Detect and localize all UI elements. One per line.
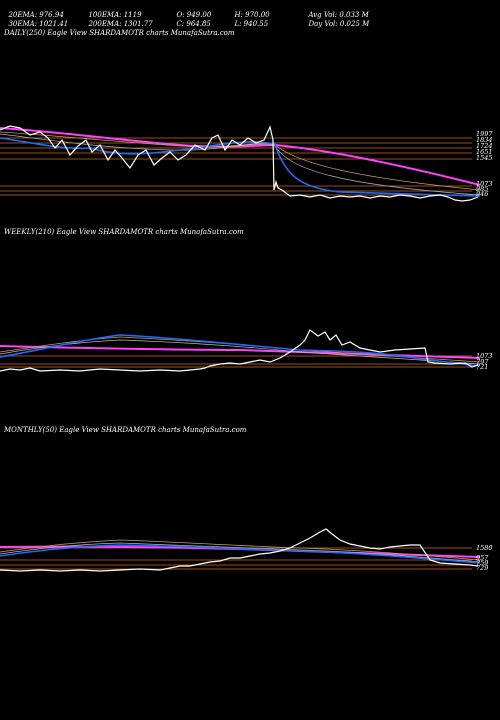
monthly-level-label: 759	[476, 559, 488, 567]
ema30-label: 30EMA: 1021.41	[8, 20, 69, 28]
ema100-label: 100EMA: 1119	[88, 11, 142, 19]
daily-ema-short	[0, 137, 481, 197]
monthly-price-line	[0, 528, 479, 572]
header-row-1: 20EMA: 976.94 100EMA: 1119 O: 949.00 H: 970…	[4, 2, 369, 20]
day-vol-label: Day Vol: 0.025 M	[308, 20, 370, 28]
high-label: H: 970.00	[234, 11, 270, 19]
monthly-ema-grey	[0, 542, 481, 563]
daily-ema-long	[0, 127, 481, 186]
weekly-panel: 1073 797 721	[0, 329, 493, 372]
low-label: L: 940.55	[234, 20, 269, 28]
daily-level-label: 946	[476, 190, 488, 198]
monthly-level-label: 729	[476, 564, 488, 572]
daily-level-label: 1997	[476, 130, 493, 138]
daily-ema-mid	[0, 131, 481, 191]
daily-level-label: 1651	[476, 148, 493, 156]
header-row-2: 30EMA: 1021.41 200EMA: 1301.77 C: 964.85 L:…	[4, 11, 369, 29]
daily-panel: 1997 1834 1724 1651 1545 1073 985 946	[0, 125, 493, 202]
weekly-level-label: 721	[476, 363, 488, 371]
daily-panel-title: DAILY(250) Eagle View SHARDAMOTR charts …	[4, 29, 235, 37]
daily-ema-grey	[0, 133, 481, 196]
open-label: O: 949.00	[176, 11, 212, 19]
weekly-panel-title: WEEKLY(210) Eagle View SHARDAMOTR charts…	[4, 228, 244, 236]
avg-vol-label: Avg Vol: 0.033 M	[308, 11, 369, 19]
weekly-ema-long	[0, 345, 481, 359]
weekly-level-label: 1073	[476, 352, 493, 360]
daily-level-label: 1834	[476, 136, 493, 144]
daily-price-line	[0, 125, 479, 202]
monthly-panel: 1580 957 759 729	[0, 528, 493, 572]
ema200-label: 200EMA: 1301.77	[88, 20, 153, 28]
monthly-ema-mid	[0, 539, 481, 561]
daily-level-label: 985	[476, 185, 488, 193]
weekly-level-label: 797	[476, 358, 489, 366]
monthly-level-label: 957	[476, 554, 489, 562]
daily-level-label: 1545	[476, 154, 493, 162]
ema20-label: 20EMA: 976.94	[8, 11, 64, 19]
monthly-ema-short	[0, 544, 481, 564]
monthly-panel-title: MONTHLY(50) Eagle View SHARDAMOTR charts…	[4, 426, 247, 434]
weekly-price-line	[0, 329, 479, 372]
close-label: C: 964.85	[176, 20, 211, 28]
weekly-ema-short	[0, 334, 481, 367]
daily-level-label: 1073	[476, 180, 493, 188]
daily-level-label: 1724	[476, 142, 493, 150]
monthly-level-label: 1580	[476, 544, 493, 552]
